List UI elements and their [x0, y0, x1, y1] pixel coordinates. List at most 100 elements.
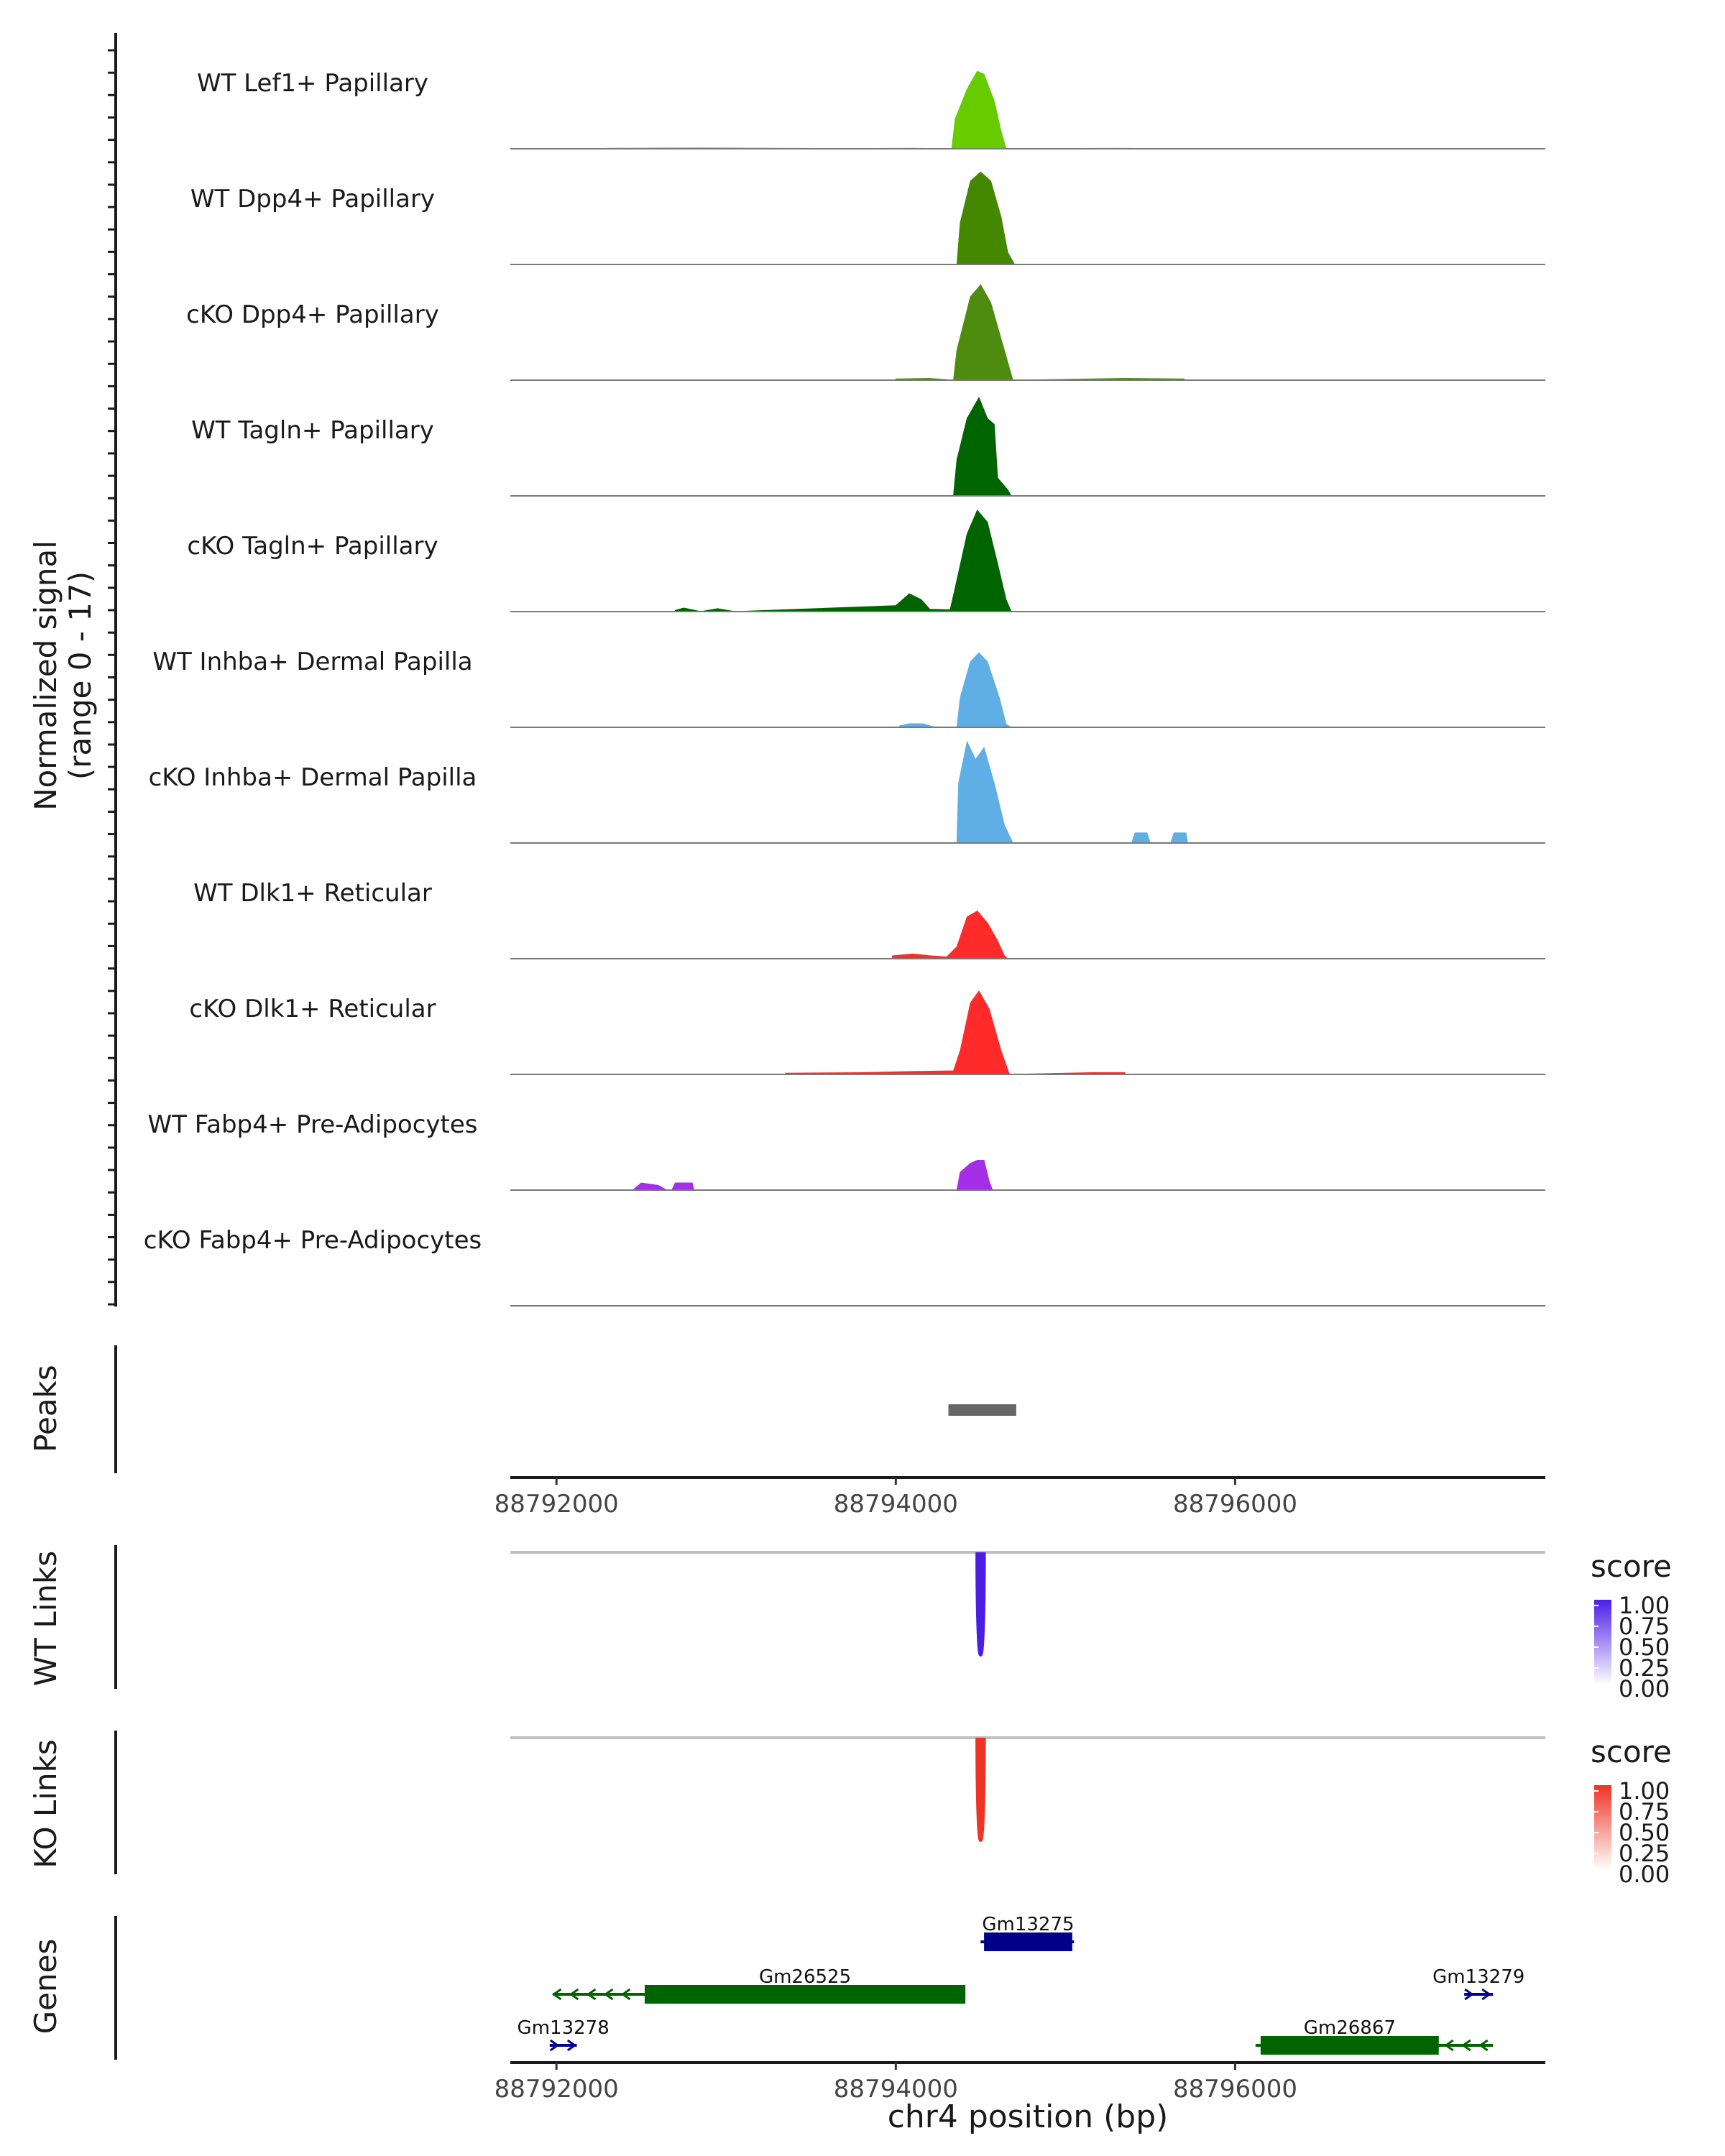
coverage-area [895, 284, 1185, 381]
gene-model: Gm13279 [1432, 1966, 1524, 2001]
coverage-track: cKO Dlk1+ Reticular [189, 990, 1545, 1075]
ko-links-legend: score 1.000.750.500.250.00 [1591, 1734, 1672, 1888]
wt-links-label: WT Links [28, 1551, 63, 1686]
coverage-track: WT Dlk1+ Reticular [193, 879, 1545, 959]
legend-tick-label: 0.00 [1619, 1861, 1670, 1888]
coverage-track-label: WT Inhba+ Dermal Papilla [152, 648, 472, 676]
legend-tick-label: 0.00 [1619, 1675, 1670, 1703]
gene-strand-chevron [566, 2039, 577, 2052]
legend-tick-label: 0.75 [1619, 1798, 1670, 1825]
gene-strand-chevron [620, 1988, 631, 2001]
legend-tick-label: 0.25 [1619, 1654, 1670, 1682]
coverage-track: WT Lef1+ Papillary [197, 69, 1545, 149]
coverage-track-label: cKO Dlk1+ Reticular [189, 995, 436, 1023]
gene-strand-chevron [1461, 2039, 1471, 2052]
wt-links-legend-colorbar [1594, 1600, 1611, 1685]
gene-name-label: Gm13275 [982, 1914, 1074, 1935]
legend-tick-label: 0.50 [1619, 1634, 1670, 1661]
ko-links-legend-title: score [1591, 1734, 1672, 1769]
gene-strand-chevron [569, 1988, 579, 2001]
gene-strand-chevron [586, 1988, 597, 2001]
coverage-track: WT Dpp4+ Papillary [190, 171, 1545, 265]
coverage-track-label: WT Lef1+ Papillary [197, 69, 428, 98]
coverage-track-label: WT Dlk1+ Reticular [193, 879, 432, 908]
coverage-area [898, 652, 1013, 728]
gene-exon [1260, 2036, 1439, 2055]
wt-links-legend: score 1.000.750.500.250.00 [1591, 1549, 1672, 1703]
peaks-layer [948, 1404, 1016, 1416]
x-tick-label: 88792000 [494, 2075, 619, 2104]
gene-model: Gm13278 [518, 2017, 610, 2052]
x-axis-bottom: 88792000 88794000 88796000 [494, 2063, 1297, 2104]
peaks-label: Peaks [28, 1365, 63, 1452]
legend-tick-label: 0.25 [1619, 1840, 1670, 1867]
coverage-area [674, 510, 1012, 612]
gene-exon [644, 1985, 966, 2004]
ko-links-label: KO Links [28, 1739, 63, 1869]
coverage-track: WT Fabp4+ Pre-Adipocytes [148, 1110, 1545, 1191]
coverage-y-range-label: (range 0 - 17) [63, 571, 98, 780]
coverage-panel: WT Lef1+ Papillary WT Dpp4+ Papillary cKO … [28, 33, 1545, 1307]
coverage-track: cKO Inhba+ Dermal Papilla [149, 740, 1545, 844]
ko-links-legend-colorbar [1594, 1785, 1611, 1870]
gene-exon [984, 1932, 1072, 1951]
coverage-area [632, 1160, 993, 1191]
genes-panel: Genes Gm13275 Gm26525 Gm13279 Gm13278 Gm2686… [28, 1914, 1545, 2135]
coverage-area [607, 70, 1151, 149]
gene-strand-chevron [603, 1988, 614, 2001]
peak-region [948, 1404, 1016, 1416]
ko-links-layer [975, 1737, 986, 1842]
x-tick-label: 88794000 [834, 1490, 958, 1519]
gene-strand-chevron [549, 2039, 560, 2052]
coverage-area [892, 910, 1008, 959]
peaks-panel: Peaks 88792000 88794000 88796000 [28, 1345, 1545, 1519]
x-axis-title: chr4 position (bp) [888, 2099, 1169, 2135]
ko-links-panel: KO Links score 1.000.750.500.250.00 [28, 1731, 1672, 1888]
gene-strand-chevron [1444, 2039, 1454, 2052]
ko-links-legend-ticks: 1.000.750.500.250.00 [1594, 1777, 1670, 1888]
coverage-track-label: cKO Tagln+ Papillary [187, 532, 438, 561]
x-tick-label: 88794000 [834, 2075, 958, 2104]
gene-strand-chevron [1464, 1988, 1474, 2001]
coverage-y-ticks [108, 49, 116, 1306]
gene-strand-chevron [551, 1988, 562, 2001]
x-tick-label: 88796000 [1173, 1490, 1297, 1519]
coverage-track-label: WT Tagln+ Papillary [191, 416, 434, 445]
genes-layer: Gm13275 Gm26525 Gm13279 Gm13278 Gm26867 [518, 1914, 1524, 2055]
coverage-track: cKO Fabp4+ Pre-Adipocytes [144, 1226, 1545, 1307]
wt-links-layer [975, 1552, 986, 1657]
coverage-track: cKO Dpp4+ Papillary [186, 284, 1545, 381]
gene-model: Gm26867 [1255, 2017, 1494, 2055]
x-axis-top: 88792000 88794000 88796000 [494, 1478, 1297, 1519]
coverage-area [956, 171, 1016, 265]
coverage-track-label: WT Dpp4+ Papillary [190, 185, 435, 213]
wt-links-legend-title: score [1591, 1549, 1672, 1584]
coverage-area [953, 396, 1012, 497]
legend-tick-label: 0.75 [1619, 1613, 1670, 1640]
legend-tick-label: 1.00 [1619, 1592, 1670, 1619]
legend-tick-label: 1.00 [1619, 1777, 1670, 1805]
coverage-tracks: WT Lef1+ Papillary WT Dpp4+ Papillary cKO … [144, 69, 1545, 1307]
gene-name-label: Gm13278 [518, 2017, 610, 2039]
coverage-track-label: cKO Inhba+ Dermal Papilla [149, 763, 477, 792]
coverage-track: cKO Tagln+ Papillary [187, 510, 1545, 612]
coverage-track-label: WT Fabp4+ Pre-Adipocytes [148, 1110, 478, 1139]
coverage-area [956, 740, 1188, 844]
coverage-track-label: cKO Fabp4+ Pre-Adipocytes [144, 1226, 482, 1255]
x-tick-label: 88796000 [1173, 2075, 1297, 2104]
gene-strand-chevron [1478, 2039, 1489, 2052]
coverage-track: WT Inhba+ Dermal Papilla [152, 648, 1545, 728]
wt-links-panel: WT Links score 1.000.750.500.250.00 [28, 1545, 1672, 1703]
wt-links-legend-ticks: 1.000.750.500.250.00 [1594, 1592, 1670, 1703]
coverage-y-title: Normalized signal [28, 540, 63, 811]
coverage-track: WT Tagln+ Papillary [191, 396, 1545, 497]
genes-label: Genes [28, 1939, 63, 2035]
gene-model: Gm13275 [980, 1914, 1075, 1951]
gene-name-label: Gm26525 [759, 1966, 851, 1988]
gene-model: Gm26525 [551, 1966, 966, 2004]
gene-strand-chevron [1481, 1988, 1491, 2001]
gene-name-label: Gm13279 [1432, 1966, 1524, 1988]
legend-tick-label: 0.50 [1619, 1819, 1670, 1846]
coverage-track-label: cKO Dpp4+ Papillary [186, 300, 439, 329]
